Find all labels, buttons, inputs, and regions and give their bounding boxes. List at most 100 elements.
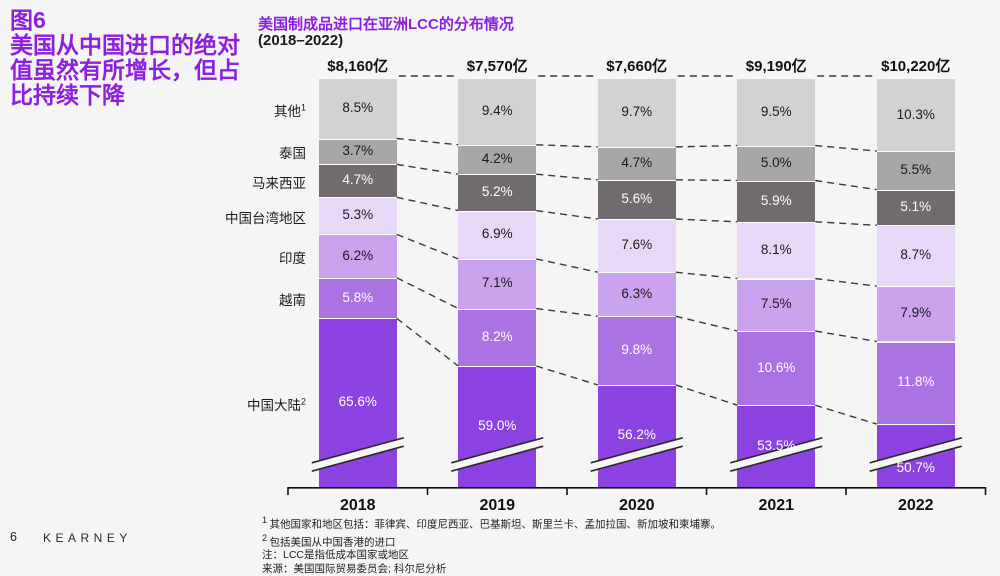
column-total: $9,190亿 bbox=[745, 58, 807, 75]
bar-segment bbox=[458, 174, 537, 211]
segment-connector-line bbox=[536, 258, 598, 273]
segment-connector-line bbox=[675, 271, 738, 280]
bar-segment bbox=[318, 79, 397, 139]
segment-connector-line bbox=[396, 137, 459, 146]
segment-value-label: 4.7% bbox=[621, 154, 653, 170]
segment-connector-line bbox=[536, 307, 598, 317]
x-axis-year-label: 2020 bbox=[618, 497, 655, 514]
segment-value-label: 7.6% bbox=[621, 237, 653, 253]
segment-connector-line bbox=[675, 384, 738, 406]
segment-value-label: 59.0% bbox=[478, 417, 517, 433]
segment-value-label: 7.1% bbox=[481, 275, 513, 291]
footnote-line: 1 其他国家和地区包括：菲律宾、印度尼西亚、巴基斯坦、斯里兰卡、孟加拉国、新加坡… bbox=[262, 515, 722, 531]
bar-segment bbox=[876, 189, 955, 226]
x-axis-year-label: 2019 bbox=[479, 497, 516, 514]
segment-connector-line bbox=[675, 144, 738, 148]
bar-segment bbox=[597, 219, 676, 273]
segment-value-label: 6.9% bbox=[481, 226, 513, 242]
headline-text: 美国从中国进口的绝对值虽然有所增长，但占比持续下降 bbox=[10, 32, 240, 108]
footnotes: 1 其他国家和地区包括：菲律宾、印度尼西亚、巴基斯坦、斯里兰卡、孟加拉国、新加坡… bbox=[262, 514, 972, 576]
kearney-logo: KEARNEY bbox=[43, 531, 132, 545]
bar-segment bbox=[458, 79, 537, 145]
bar-segment bbox=[458, 210, 537, 259]
bar-segment bbox=[597, 179, 676, 219]
segment-value-label: 3.7% bbox=[342, 142, 374, 158]
column-total: $10,220亿 bbox=[881, 58, 951, 75]
bar-segment bbox=[597, 272, 676, 317]
segment-value-label: 5.8% bbox=[342, 289, 374, 305]
segment-connector-line bbox=[396, 233, 459, 260]
bar-segment bbox=[876, 151, 955, 190]
segment-value-label: 8.5% bbox=[342, 100, 374, 116]
segment-value-label: 4.2% bbox=[481, 151, 513, 166]
series-label: 马来西亚 bbox=[252, 175, 306, 191]
bar-segment bbox=[458, 144, 537, 175]
series-label: 印度 bbox=[279, 251, 306, 267]
segment-value-label: 53.5% bbox=[757, 437, 796, 453]
segment-connector-line bbox=[536, 144, 598, 148]
bar-segment bbox=[737, 331, 816, 406]
bar-segment bbox=[876, 225, 955, 287]
segment-value-label: 7.9% bbox=[900, 305, 932, 321]
x-axis-year-label: 2021 bbox=[758, 497, 795, 514]
segment-value-label: 50.7% bbox=[896, 459, 935, 475]
segment-connector-line bbox=[815, 404, 877, 425]
bar-segment bbox=[318, 234, 397, 278]
bar-segment bbox=[597, 316, 676, 385]
bar-segment bbox=[876, 341, 955, 425]
bar-segment bbox=[876, 424, 955, 487]
bar-segment bbox=[318, 164, 397, 198]
segment-value-label: 8.1% bbox=[760, 241, 792, 257]
footnote-line: 注：LCC是指低成本国家或地区 bbox=[262, 549, 410, 562]
bar-segment bbox=[737, 79, 816, 146]
segment-value-label: 11.8% bbox=[897, 374, 935, 390]
chart-title: 美国制成品进口在亚洲LCC的分布情况 bbox=[258, 16, 514, 33]
chart-subtitle: (2018–2022) bbox=[258, 32, 344, 49]
headline: 图6 美国从中国进口的绝对值虽然有所增长，但占比持续下降 bbox=[10, 8, 248, 108]
x-axis-year-label: 2018 bbox=[339, 497, 376, 514]
bar-segment bbox=[876, 286, 955, 342]
segment-connector-line bbox=[536, 173, 598, 181]
segment-value-label: 5.5% bbox=[900, 161, 932, 177]
bar-segment bbox=[458, 258, 537, 309]
bar-segment bbox=[876, 79, 955, 152]
segment-value-label: 6.2% bbox=[342, 247, 374, 263]
series-label: 中国台湾地区 bbox=[225, 210, 306, 226]
segment-value-label: 9.7% bbox=[621, 104, 653, 120]
column-total: $8,160亿 bbox=[327, 58, 389, 75]
bar-segment bbox=[737, 180, 816, 222]
x-axis-year-label: 2022 bbox=[897, 497, 934, 514]
segment-value-label: 5.9% bbox=[760, 192, 792, 208]
segment-connector-line bbox=[396, 163, 459, 175]
segment-value-label: 10.6% bbox=[757, 359, 796, 375]
segment-value-label: 56.2% bbox=[617, 427, 656, 443]
bar-segment bbox=[597, 79, 676, 147]
figure-number: 图6 bbox=[10, 7, 46, 33]
segment-connector-line bbox=[396, 196, 459, 212]
bar-segment bbox=[458, 308, 537, 366]
footnote-line: 来源：美国国际贸易委员会; 科尔尼分析 bbox=[262, 562, 447, 575]
segment-value-label: 6.3% bbox=[621, 285, 653, 301]
series-label: 越南 bbox=[279, 293, 306, 309]
segment-connector-line bbox=[675, 218, 738, 223]
footnote-line: 2 包括美国从中国香港的进口 bbox=[262, 532, 396, 549]
segment-value-label: 9.4% bbox=[481, 103, 513, 119]
series-label: 中国大陆2 bbox=[246, 396, 306, 413]
segment-connector-line bbox=[675, 179, 738, 182]
segment-connector-line bbox=[396, 277, 459, 310]
bar-segment bbox=[318, 138, 397, 165]
series-label: 泰国 bbox=[279, 146, 306, 162]
column-total: $7,570亿 bbox=[466, 58, 528, 75]
segment-connector-line bbox=[536, 365, 598, 386]
bar-segment bbox=[597, 146, 676, 180]
segment-connector-line bbox=[815, 277, 877, 287]
bar-segment bbox=[737, 221, 816, 279]
segment-value-label: 5.6% bbox=[621, 190, 653, 206]
segment-value-label: 9.8% bbox=[621, 342, 653, 358]
segment-connector-line bbox=[815, 144, 877, 152]
segment-value-label: 8.7% bbox=[900, 247, 932, 263]
segment-value-label: 7.5% bbox=[760, 296, 792, 312]
segment-value-label: 5.1% bbox=[900, 198, 932, 214]
